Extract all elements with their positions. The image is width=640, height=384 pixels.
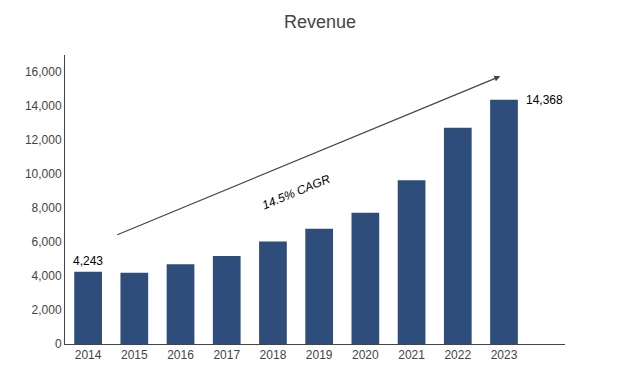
svg-text:Revenue: Revenue [284, 12, 356, 32]
svg-text:0: 0 [55, 337, 62, 351]
svg-text:4,000: 4,000 [32, 269, 62, 283]
svg-text:2014: 2014 [75, 348, 102, 362]
svg-text:2018: 2018 [260, 348, 287, 362]
svg-text:16,000: 16,000 [25, 65, 62, 79]
svg-text:2020: 2020 [352, 348, 379, 362]
svg-text:4,243: 4,243 [73, 254, 103, 268]
svg-text:2,000: 2,000 [32, 303, 62, 317]
svg-text:12,000: 12,000 [25, 133, 62, 147]
svg-text:2019: 2019 [306, 348, 333, 362]
svg-text:2016: 2016 [167, 348, 194, 362]
svg-text:2017: 2017 [213, 348, 240, 362]
svg-text:2021: 2021 [398, 348, 425, 362]
svg-text:2015: 2015 [121, 348, 148, 362]
svg-text:8,000: 8,000 [32, 201, 62, 215]
svg-text:14.5% CAGR: 14.5% CAGR [260, 172, 332, 213]
svg-text:10,000: 10,000 [25, 167, 62, 181]
svg-text:14,368: 14,368 [526, 93, 563, 107]
svg-text:2023: 2023 [491, 348, 518, 362]
svg-text:6,000: 6,000 [32, 235, 62, 249]
svg-text:14,000: 14,000 [25, 99, 62, 113]
svg-text:2022: 2022 [444, 348, 471, 362]
